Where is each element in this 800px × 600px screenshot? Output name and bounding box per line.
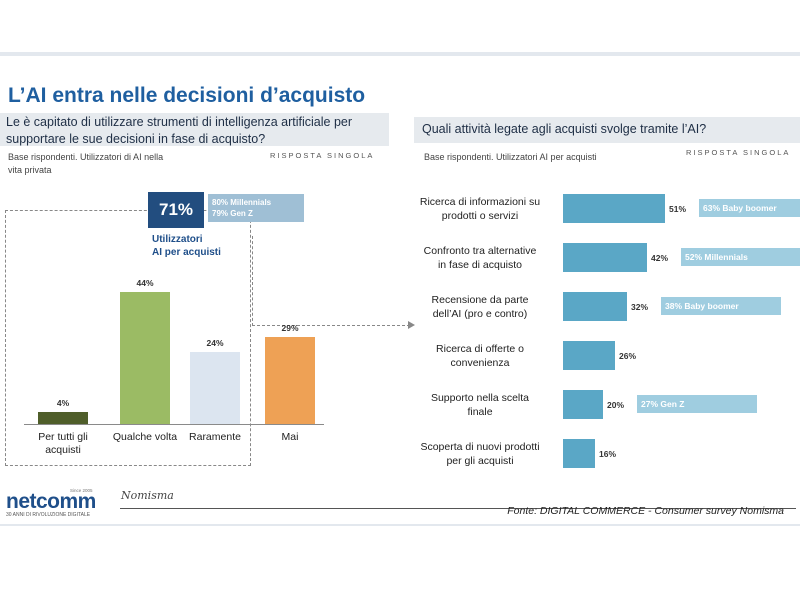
highlight-value: 71%: [148, 192, 204, 228]
source-note: Fonte: DIGITAL COMMERCE - Consumer surve…: [507, 505, 784, 517]
page-title: L’AI entra nelle decisioni d’acquisto: [8, 84, 366, 107]
vbar-category-0: Per tutti gli acquisti: [23, 431, 103, 457]
connector-vertical: [252, 236, 253, 326]
hbar-category-2-line-0: Recensione da parte: [431, 294, 529, 306]
hbar-category-0-line-0: Ricerca di informazioni su: [419, 196, 541, 208]
hbar-category-1-line-1: in fase di acquisto: [437, 259, 523, 271]
hbar-value-0: 51%: [669, 204, 687, 214]
vbar-category-3: Mai: [250, 431, 330, 444]
hbar-category-4: Supporto nella scelta finale: [405, 391, 555, 419]
highlight-label-line1: Utilizzatori: [152, 234, 203, 245]
hbar-category-0-line-1: prodotti o servizi: [441, 210, 519, 222]
vbar-category-2-line-0: Raramente: [189, 431, 241, 443]
hbar-3: [563, 341, 615, 370]
generations-badge: 80% Millennials 79% Gen Z: [208, 194, 304, 222]
hbar-value-5: 16%: [599, 449, 617, 459]
vbar-category-1: Qualche volta: [105, 431, 185, 444]
hbar-value-2: 32%: [631, 302, 649, 312]
vbar-value-1: 44%: [136, 278, 154, 288]
right-base: Base rispondenti. Utilizzatori AI per ac…: [424, 152, 597, 162]
hbar-annotation-1: 52% Millennials: [681, 248, 800, 266]
hbar-value-4: 20%: [607, 400, 625, 410]
vbar-2: [190, 352, 240, 424]
hbar-category-5-line-0: Scoperta di nuovi prodotti: [420, 441, 540, 453]
highlight-label: Utilizzatori AI per acquisti: [152, 233, 221, 259]
hbar-1: [563, 243, 647, 272]
nomisma-logo: Nomisma: [121, 489, 174, 502]
connector-horizontal: [252, 325, 410, 326]
vbar-value-0: 4%: [56, 398, 70, 408]
vbar-category-3-line-0: Mai: [281, 431, 299, 443]
hbar-category-3-line-1: convenienza: [450, 357, 510, 369]
hbar-4: [563, 390, 603, 419]
hbar-0: [563, 194, 665, 223]
left-base-line2: vita privata: [8, 165, 52, 175]
right-question: Quali attività legate agli acquisti svol…: [414, 117, 800, 143]
hbar-value-3: 26%: [619, 351, 637, 361]
hbar-category-4-line-0: Supporto nella scelta: [430, 392, 530, 404]
left-response-type: RISPOSTA SINGOLA: [270, 151, 375, 160]
hbar-annotation-0: 63% Baby boomer: [699, 199, 800, 217]
left-question-line1: Le è capitato di utilizzare strumenti di…: [6, 115, 353, 129]
chart-baseline: [24, 424, 324, 425]
hbar-category-1-line-0: Confronto tra alternative: [423, 245, 537, 257]
left-base: Base rispondenti. Utilizzatori di AI nel…: [8, 151, 163, 177]
hbar-value-1: 42%: [651, 253, 669, 263]
vbar-value-2: 24%: [206, 338, 224, 348]
bottom-divider: [0, 524, 800, 526]
vbar-category-1-line-0: Qualche volta: [112, 431, 178, 443]
vbar-0: [38, 412, 88, 424]
hbar-category-0: Ricerca di informazioni su prodotti o ser…: [405, 195, 555, 223]
vbar-1: [120, 292, 170, 424]
generation-1: 80% Millennials: [212, 198, 272, 207]
right-question-text: Quali attività legate agli acquisti svol…: [422, 122, 707, 136]
logo-text: netcomm: [6, 490, 96, 513]
vbar-category-0-line-1: acquisti: [45, 444, 81, 456]
hbar-category-1: Confronto tra alternative in fase di acqu…: [405, 244, 555, 272]
hbar-2: [563, 292, 627, 321]
hbar-annotation-2: 38% Baby boomer: [661, 297, 781, 315]
hbar-annotation-4: 27% Gen Z: [637, 395, 757, 413]
hbar-category-3: Ricerca di offerte o convenienza: [405, 342, 555, 370]
left-base-line1: Base rispondenti. Utilizzatori di AI nel…: [8, 152, 164, 162]
footer-divider: [120, 508, 796, 509]
hbar-category-2: Recensione da parte dell’AI (pro e contro…: [405, 293, 555, 321]
vbar-3: [265, 337, 315, 424]
hbar-5: [563, 439, 595, 468]
left-question-line2: supportare le sue decisioni in fase di a…: [6, 132, 266, 146]
right-response-type: RISPOSTA SINGOLA: [686, 148, 791, 157]
hbar-category-5: Scoperta di nuovi prodotti per gli acquis…: [405, 440, 555, 468]
hbar-category-2-line-1: dell’AI (pro e contro): [432, 308, 528, 320]
vbar-category-2: Raramente: [175, 431, 255, 444]
top-divider: [0, 52, 800, 56]
hbar-category-5-line-1: per gli acquisti: [446, 455, 514, 467]
generation-2: 79% Gen Z: [212, 209, 253, 218]
hbar-category-4-line-1: finale: [467, 406, 493, 418]
vbar-value-3: 29%: [281, 323, 299, 333]
logo-tagline: 30 ANNI DI RIVOLUZIONE DIGITALE: [6, 512, 91, 518]
hbar-category-3-line-0: Ricerca di offerte o: [436, 343, 524, 355]
vbar-category-0-line-0: Per tutti gli: [38, 431, 88, 443]
logo-since: Since 2005: [70, 488, 93, 493]
connector-arrow-icon: [408, 321, 415, 329]
users-group-box: [5, 210, 251, 466]
netcomm-logo: Since 2005 netcomm 30 ANNI DI RIVOLUZION…: [6, 488, 96, 518]
left-question: Le è capitato di utilizzare strumenti di…: [0, 113, 389, 146]
highlight-label-line2: AI per acquisti: [152, 247, 221, 258]
